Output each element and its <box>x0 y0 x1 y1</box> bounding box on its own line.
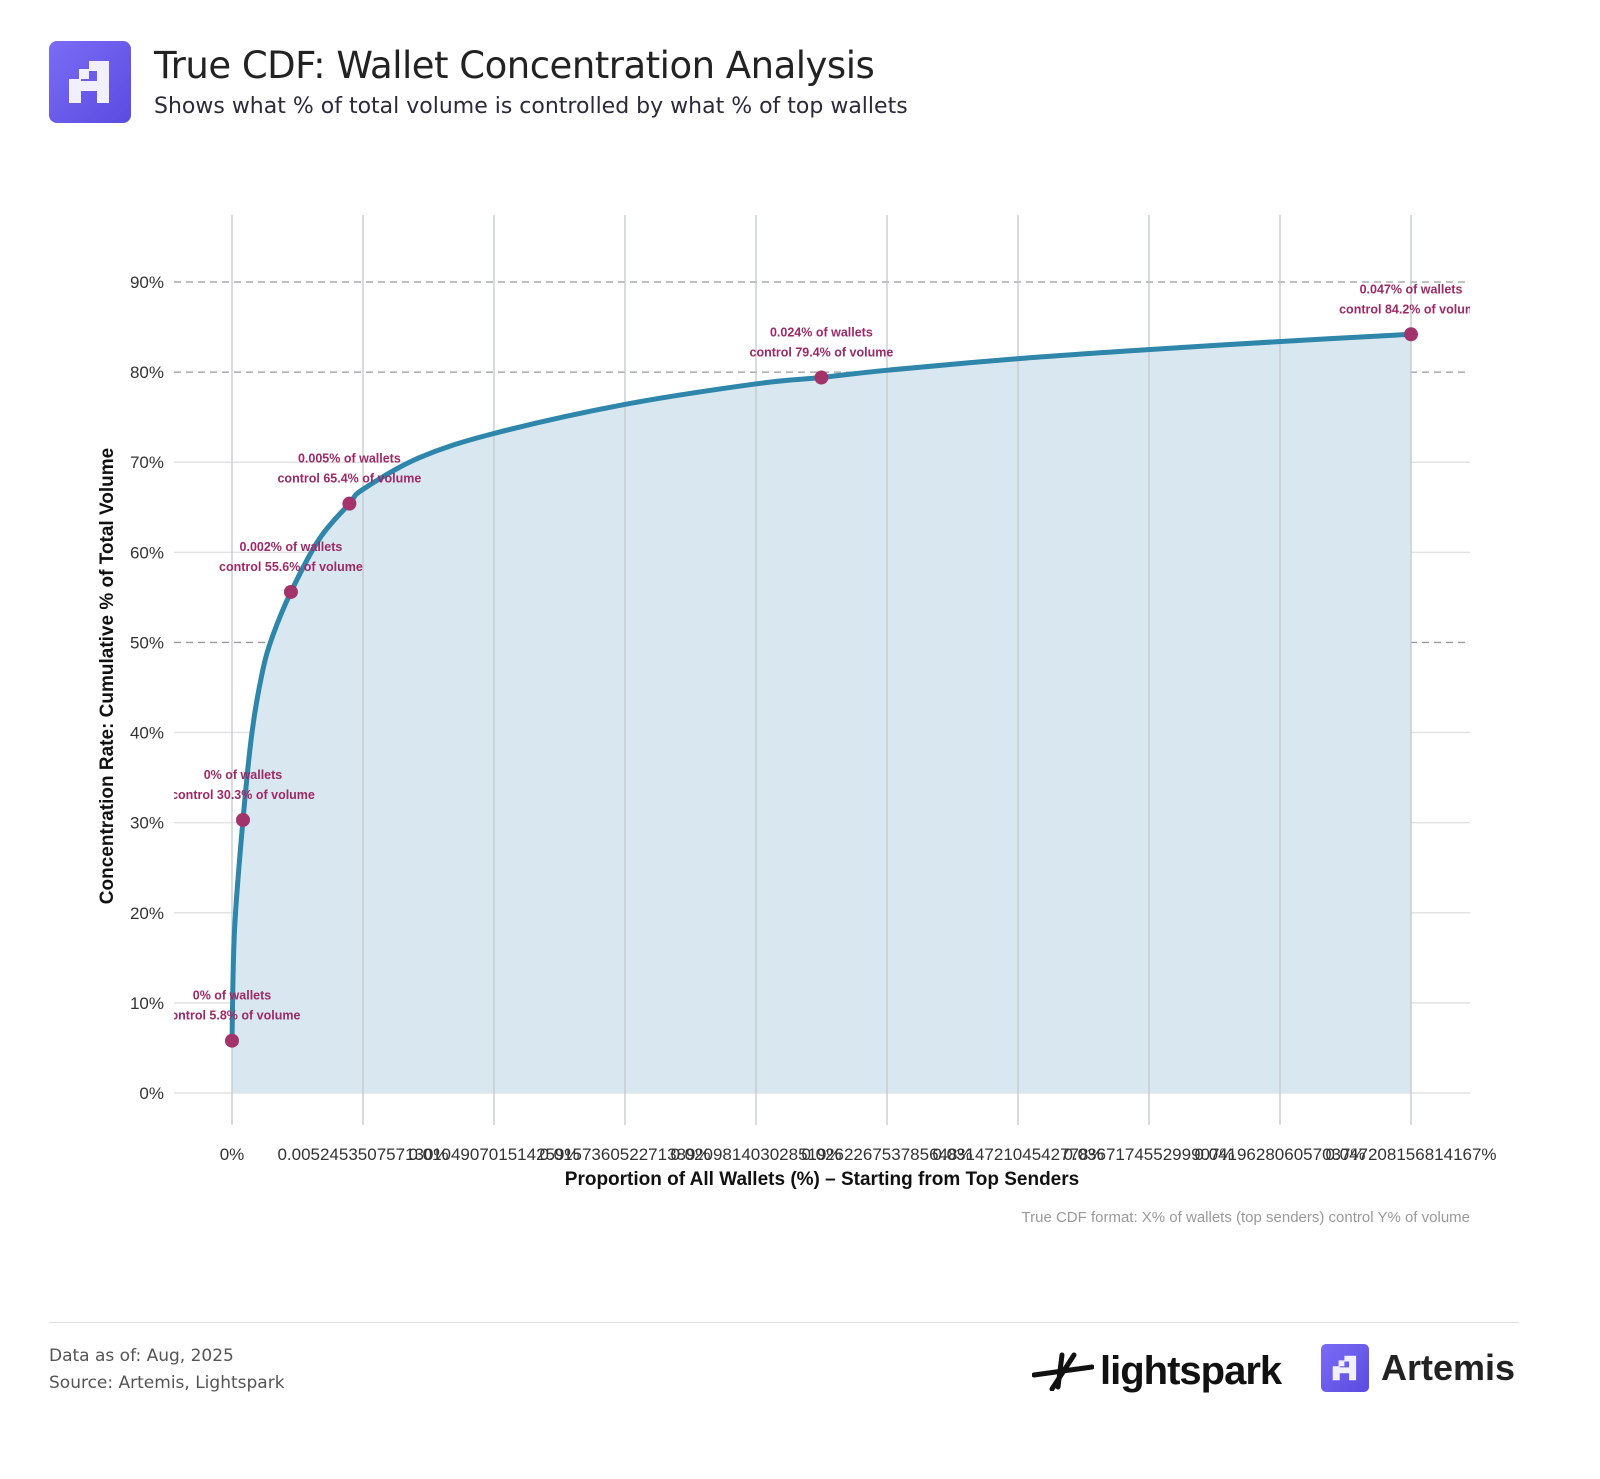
artemis-wordmark: Artemis <box>1381 1347 1516 1388</box>
y-tick-label: 0% <box>139 1084 164 1103</box>
annotation-line2: control 5.8% of volume <box>164 1009 301 1023</box>
x-tick-label: 0% <box>220 1145 245 1164</box>
annotation-line1: 0.005% of wallets <box>298 452 401 466</box>
chart-caption: True CDF format: X% of wallets (top send… <box>1022 1209 1471 1226</box>
x-tick-label: 0.015736052271389% <box>539 1145 710 1164</box>
cdf-area-fill <box>232 334 1411 1094</box>
y-axis-label: Concentration Rate: Cumulative % of Tota… <box>97 448 118 904</box>
annotation-line2: control 55.6% of volume <box>219 560 363 574</box>
data-as-of: Data as of: Aug, 2025 <box>49 1346 234 1366</box>
x-tick-label: 0.020981403028519% <box>670 1145 841 1164</box>
artemis-mark-icon <box>1321 1344 1369 1392</box>
y-tick-label: 30% <box>130 814 164 833</box>
artemis-footer-logo: Artemis <box>1321 1344 1515 1392</box>
x-tick-label: 0.005245350757130% <box>277 1145 448 1164</box>
footer-divider <box>49 1322 1519 1323</box>
data-point-marker <box>225 1033 239 1048</box>
y-tick-label: 60% <box>130 543 164 562</box>
annotation-line2: control 65.4% of volume <box>277 472 421 486</box>
source-text: Source: Artemis, Lightspark <box>49 1373 285 1393</box>
annotation-line1: 0% of wallets <box>193 989 272 1003</box>
y-tick-label: 70% <box>130 453 164 472</box>
data-point-marker <box>814 370 829 385</box>
page-subtitle: Shows what % of total volume is controll… <box>154 94 908 119</box>
x-axis-label: Proportion of All Wallets (%) – Starting… <box>565 1169 1079 1190</box>
lightspark-logo: lightspark <box>1032 1346 1282 1396</box>
data-point-marker <box>342 496 357 511</box>
y-tick-label: 90% <box>130 273 164 292</box>
artemis-logo-icon <box>49 41 131 123</box>
annotation-line2: control 84.2% of volume <box>1339 302 1483 316</box>
y-tick-label: 50% <box>130 633 164 652</box>
x-tick-label: 0.031472104542778% <box>932 1145 1103 1164</box>
y-tick-label: 10% <box>130 994 164 1013</box>
annotation-line1: 0% of wallets <box>204 768 283 782</box>
annotation-line1: 0.047% of wallets <box>1360 282 1463 296</box>
x-tick-label: 0.047208156814167% <box>1325 1145 1496 1164</box>
lightspark-wordmark: lightspark <box>1100 1348 1282 1393</box>
annotation-line1: 0.024% of wallets <box>770 326 873 340</box>
x-tick-label: 0.026226753785648% <box>801 1145 972 1164</box>
data-point-marker <box>283 584 298 599</box>
data-point-marker <box>235 812 250 827</box>
x-tick-label: 0.041962806057037% <box>1194 1145 1365 1164</box>
x-tick-label: 0.036717455299907% <box>1063 1145 1234 1164</box>
annotation-line2: control 30.3% of volume <box>171 788 315 802</box>
y-tick-label: 40% <box>130 724 164 743</box>
x-tick-label: 0.010490701514259% <box>408 1145 579 1164</box>
cdf-line <box>229 331 1414 1044</box>
lightspark-spark-icon <box>1032 1352 1094 1391</box>
page-title: True CDF: Wallet Concentration Analysis <box>154 44 875 87</box>
data-point-marker <box>1404 327 1418 342</box>
y-tick-label: 20% <box>130 904 164 923</box>
y-tick-label: 80% <box>130 363 164 382</box>
annotation-line2: control 79.4% of volume <box>750 346 894 360</box>
annotation-line1: 0.002% of wallets <box>240 540 343 554</box>
